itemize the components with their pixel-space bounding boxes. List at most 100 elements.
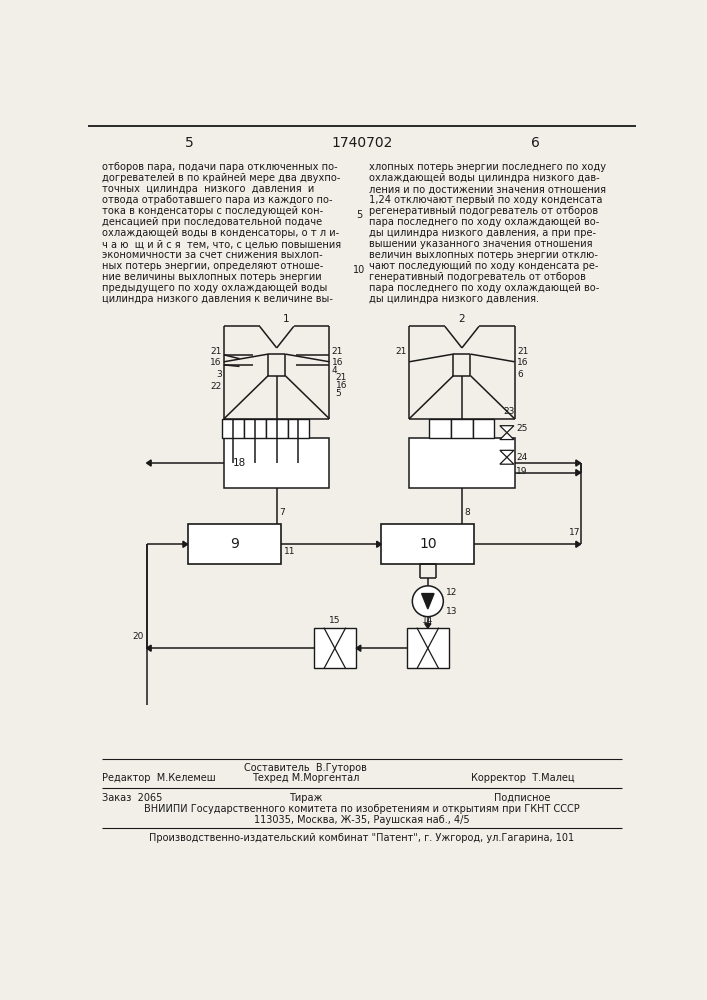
Text: 6: 6 [517, 370, 522, 379]
Text: ВНИИПИ Государственного комитета по изобретениям и открытиям при ГКНТ СССР: ВНИИПИ Государственного комитета по изоб… [144, 804, 580, 814]
Text: 2: 2 [458, 314, 464, 324]
Text: 22: 22 [211, 382, 222, 391]
Text: пара последнего по ходу охлаждающей во-: пара последнего по ходу охлаждающей во- [369, 217, 600, 227]
Text: ных потерь энергии, определяют отноше-: ных потерь энергии, определяют отноше- [103, 261, 324, 271]
Polygon shape [146, 645, 151, 651]
Text: 10: 10 [419, 537, 437, 551]
Text: предыдущего по ходу охлаждающей воды: предыдущего по ходу охлаждающей воды [103, 283, 328, 293]
Text: 23: 23 [503, 407, 515, 416]
Text: 4: 4 [332, 366, 337, 375]
Text: Заказ  2065: Заказ 2065 [103, 793, 163, 803]
Text: 5: 5 [356, 210, 362, 220]
Text: 9: 9 [230, 537, 238, 551]
Text: 11: 11 [284, 547, 296, 556]
Polygon shape [146, 460, 151, 466]
Text: 7: 7 [279, 508, 285, 517]
Text: генеративный подогреватель от отборов: генеративный подогреватель от отборов [369, 272, 586, 282]
Text: Производственно-издательский комбинат "Патент", г. Ужгород, ул.Гагарина, 101: Производственно-издательский комбинат "П… [149, 833, 575, 843]
Text: 15: 15 [329, 616, 341, 625]
Text: 3: 3 [216, 370, 222, 379]
Bar [407, 628, 449, 668]
Bar [244, 419, 266, 438]
Polygon shape [183, 541, 187, 547]
Text: Тираж: Тираж [288, 793, 322, 803]
Text: Редактор  М.Келемеш: Редактор М.Келемеш [103, 773, 216, 783]
Bar [288, 419, 309, 438]
Text: 25: 25 [516, 424, 527, 433]
Text: 16: 16 [336, 381, 347, 390]
Text: охлаждающей воды в конденсаторы, о т л и-: охлаждающей воды в конденсаторы, о т л и… [103, 228, 339, 238]
Circle shape [412, 586, 443, 617]
Text: ды цилиндра низкого давления.: ды цилиндра низкого давления. [369, 294, 539, 304]
Text: 1,24 отключают первый по ходу конденсата: 1,24 отключают первый по ходу конденсата [369, 195, 602, 205]
Text: 1740702: 1740702 [332, 136, 392, 150]
Text: 10: 10 [353, 265, 365, 275]
Text: величин выхлопных потерь энергии отклю-: величин выхлопных потерь энергии отклю- [369, 250, 598, 260]
Text: 1: 1 [283, 314, 290, 324]
Bar [313, 628, 356, 668]
Polygon shape [500, 433, 514, 440]
Bar [187, 524, 281, 564]
Text: 16: 16 [517, 358, 528, 367]
Bar [223, 419, 244, 438]
Text: Техред М.Моргентал: Техред М.Моргентал [252, 773, 359, 783]
Text: чают последующий по ходу конденсата ре-: чают последующий по ходу конденсата ре- [369, 261, 598, 271]
Text: денсацией при последовательной подаче: денсацией при последовательной подаче [103, 217, 322, 227]
Text: пара последнего по ходу охлаждающей во-: пара последнего по ходу охлаждающей во- [369, 283, 600, 293]
Text: ления и по достижении значения отношения: ления и по достижении значения отношения [369, 184, 606, 194]
Text: 13: 13 [445, 607, 457, 616]
Text: 113035, Москва, Ж-35, Раушская наб., 4/5: 113035, Москва, Ж-35, Раушская наб., 4/5 [254, 815, 469, 825]
Text: хлопных потерь энергии последнего по ходу: хлопных потерь энергии последнего по ход… [369, 162, 606, 172]
Text: цилиндра низкого давления к величине вы-: цилиндра низкого давления к величине вы- [103, 294, 333, 304]
Polygon shape [575, 460, 580, 466]
Text: 20: 20 [132, 632, 144, 641]
Text: Корректор  Т.Малец: Корректор Т.Малец [471, 773, 574, 783]
Text: 21: 21 [395, 347, 407, 356]
Bar [409, 438, 515, 488]
Text: 6: 6 [531, 136, 540, 150]
Bar [266, 419, 288, 438]
Text: 21: 21 [336, 373, 347, 382]
Bar [381, 524, 474, 564]
Text: 21: 21 [517, 347, 528, 356]
Text: 5: 5 [336, 389, 341, 398]
Text: 14: 14 [422, 616, 433, 625]
Text: 8: 8 [464, 508, 470, 517]
Polygon shape [425, 624, 431, 628]
Text: 17: 17 [569, 528, 580, 537]
Text: регенеративный подогреватель от отборов: регенеративный подогреватель от отборов [369, 206, 598, 216]
Polygon shape [377, 541, 381, 547]
Text: точных  цилиндра  низкого  давления  и: точных цилиндра низкого давления и [103, 184, 315, 194]
Bar [451, 419, 473, 438]
Text: охлаждающей воды цилиндра низкого дав-: охлаждающей воды цилиндра низкого дав- [369, 173, 600, 183]
Text: 21: 21 [332, 347, 343, 356]
Text: экономичности за счет снижения выхлоп-: экономичности за счет снижения выхлоп- [103, 250, 323, 260]
Polygon shape [500, 426, 514, 433]
Text: ние величины выхлопных потерь энергии: ние величины выхлопных потерь энергии [103, 272, 322, 282]
Polygon shape [421, 594, 434, 609]
Text: вышении указанного значения отношения: вышении указанного значения отношения [369, 239, 592, 249]
Text: 16: 16 [210, 358, 222, 367]
Text: 21: 21 [210, 347, 222, 356]
Text: 12: 12 [445, 588, 457, 597]
Bar [224, 438, 329, 488]
Polygon shape [356, 645, 361, 651]
Text: ч а ю  щ и й с я  тем, что, с целью повышения: ч а ю щ и й с я тем, что, с целью повыше… [103, 239, 341, 249]
Text: ды цилиндра низкого давления, а при пре-: ды цилиндра низкого давления, а при пре- [369, 228, 596, 238]
Polygon shape [500, 457, 514, 464]
Polygon shape [575, 470, 580, 476]
Text: отвода отработавшего пара из каждого по-: отвода отработавшего пара из каждого по- [103, 195, 333, 205]
Text: 5: 5 [185, 136, 194, 150]
Polygon shape [500, 450, 514, 457]
Text: 19: 19 [516, 466, 527, 476]
Text: тока в конденсаторы с последующей кон-: тока в конденсаторы с последующей кон- [103, 206, 324, 216]
Text: 16: 16 [332, 358, 343, 367]
Bar [429, 419, 451, 438]
Polygon shape [575, 541, 580, 547]
Text: догревателей в по крайней мере два двухпо-: догревателей в по крайней мере два двухп… [103, 173, 341, 183]
Bar [473, 419, 494, 438]
Text: Подписное: Подписное [494, 793, 551, 803]
Text: отборов пара, подачи пара отключенных по-: отборов пара, подачи пара отключенных по… [103, 162, 338, 172]
Text: Составитель  В.Гуторов: Составитель В.Гуторов [244, 763, 367, 773]
Text: 24: 24 [516, 453, 527, 462]
